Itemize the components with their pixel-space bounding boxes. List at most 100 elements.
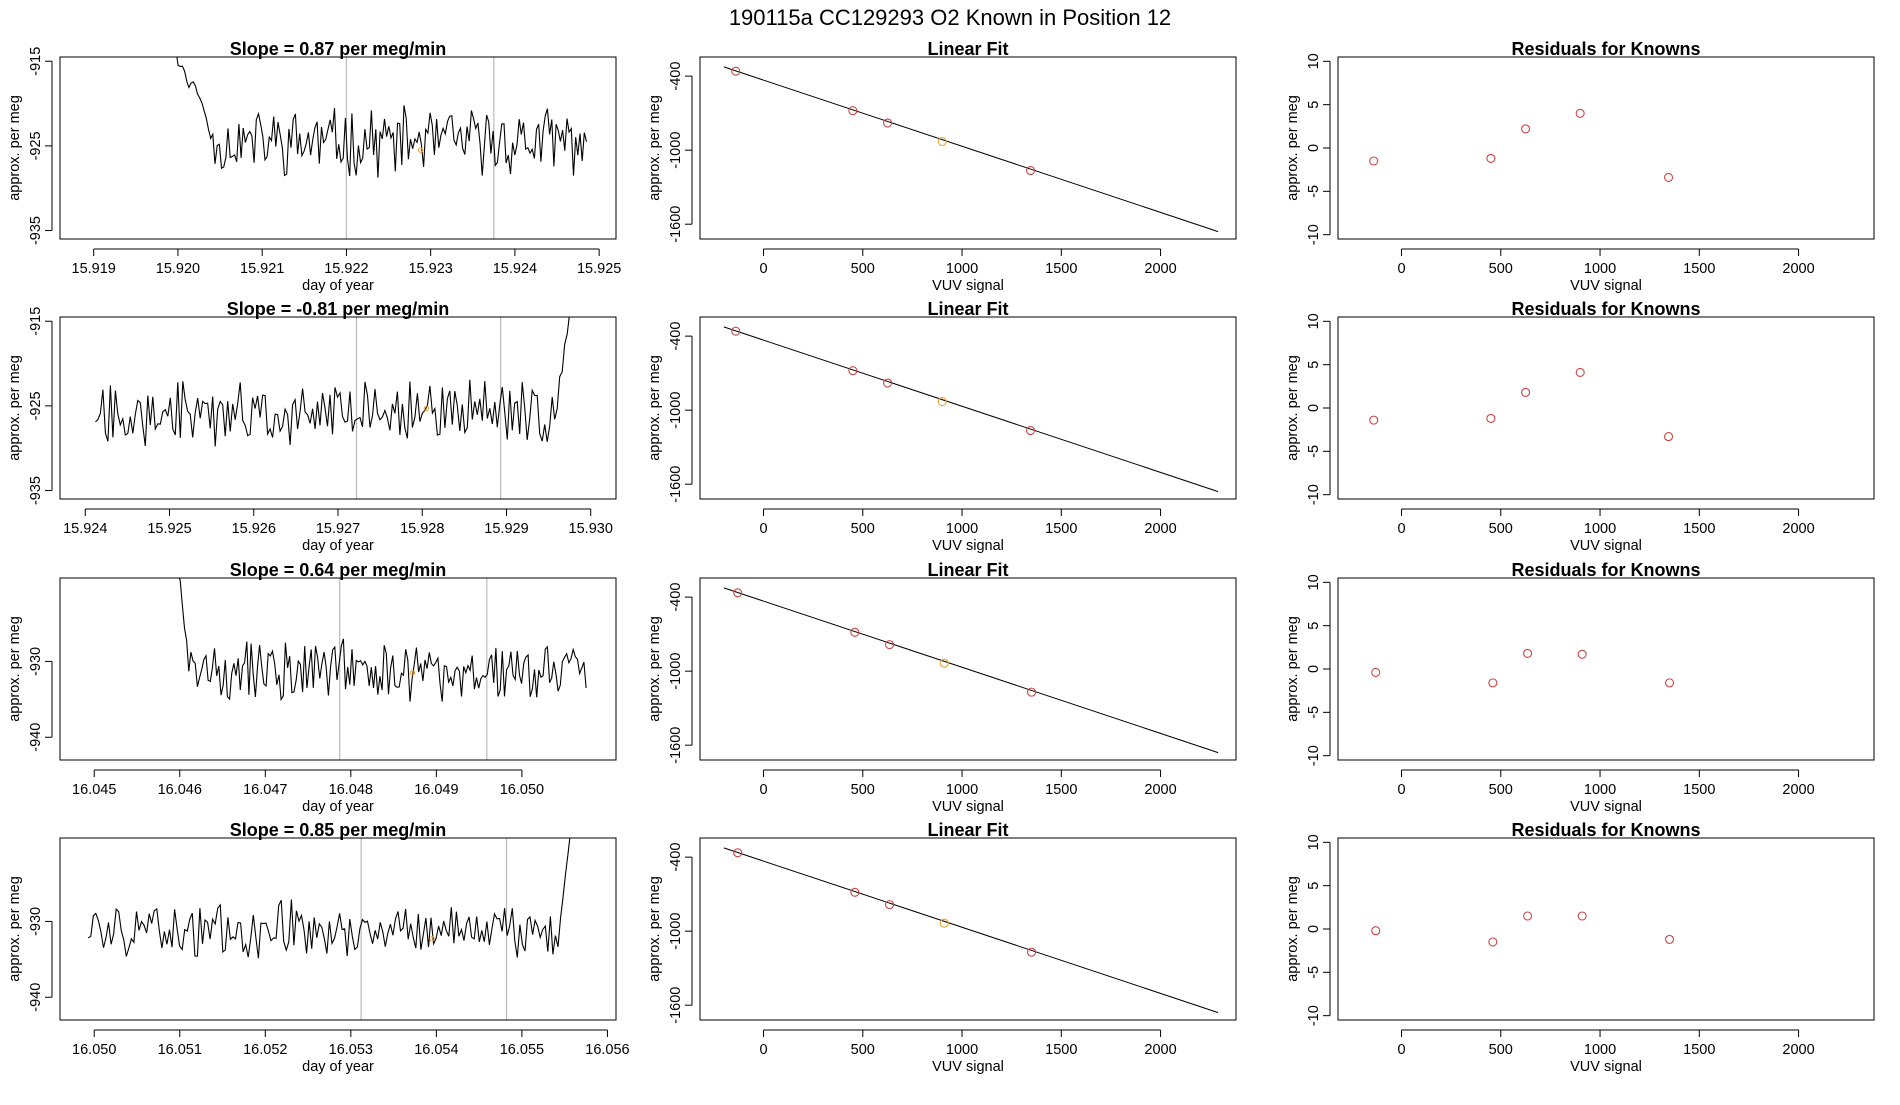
plot-frame <box>699 577 1237 761</box>
plot-data-layer <box>178 578 587 760</box>
x-tick-label: 1000 <box>946 521 978 537</box>
x-tick-label: 16.051 <box>158 1042 202 1058</box>
data-point <box>1025 165 1036 176</box>
panel-title: Residuals for Knowns <box>1511 39 1700 59</box>
x-tick-label: 15.920 <box>156 261 200 277</box>
data-point <box>1486 413 1496 423</box>
plot-data-layer <box>1371 648 1675 688</box>
data-point <box>1663 172 1674 183</box>
data-point <box>848 106 858 116</box>
data-point <box>1369 415 1379 425</box>
data-point <box>1369 156 1379 166</box>
x-tick-label: 2000 <box>1144 521 1176 537</box>
x-axis-label: VUV signal <box>1570 1059 1642 1075</box>
y-tick-label: 10 <box>1306 834 1322 850</box>
highlight-point <box>939 918 949 928</box>
x-tick-label: 16.054 <box>414 1042 458 1058</box>
x-tick-label: 0 <box>1397 261 1405 277</box>
linear-fit-panel-row-4: 0 500 1000 1500 2000 VUV signal -400 -1000 -1600… <box>647 820 1237 1075</box>
data-point <box>1523 648 1533 658</box>
timeseries-line <box>176 57 588 178</box>
timeseries-panel-row-3: 16.045 16.046 16.047 16.048 16.049 16.050 day … <box>7 560 617 815</box>
data-point <box>1371 926 1381 936</box>
x-tick-label: 15.923 <box>408 261 452 277</box>
plot-data-layer <box>95 317 570 499</box>
x-tick-label: 1500 <box>1683 1042 1715 1058</box>
x-tick-label: 15.924 <box>493 261 537 277</box>
x-tick-label: 2000 <box>1144 782 1176 798</box>
linear-fit-panel-row-1: 0 500 1000 1500 2000 VUV signal -400 -1000 -1600… <box>647 39 1237 294</box>
fit-line <box>723 587 1219 754</box>
y-tick-label: -400 <box>668 583 684 612</box>
x-tick-label: 16.045 <box>72 782 116 798</box>
x-tick-label: 16.055 <box>500 1042 544 1058</box>
y-tick-label: -400 <box>668 322 684 351</box>
y-tick-label: 5 <box>1306 101 1322 109</box>
x-tick-label: 1500 <box>1045 782 1077 798</box>
x-tick-label: 1500 <box>1045 1042 1077 1058</box>
x-tick-label: 1500 <box>1683 782 1715 798</box>
y-axis-label: approx. per meg <box>7 616 23 722</box>
x-axis-label: VUV signal <box>932 278 1004 294</box>
residuals-panel-row-1: 0 500 1000 1500 2000 VUV signal 10 5 0 -5 -10 appro… <box>1285 39 1875 294</box>
y-tick-label: 0 <box>1306 665 1322 673</box>
y-tick-label: -400 <box>668 62 684 91</box>
data-point <box>1025 425 1036 436</box>
x-tick-label: 15.924 <box>63 521 107 537</box>
data-point <box>733 588 743 598</box>
x-tick-label: 1000 <box>946 1042 978 1058</box>
x-axis-label: day of year <box>302 1059 374 1075</box>
y-tick-label: -940 <box>28 983 44 1012</box>
plot-frame <box>1337 577 1875 761</box>
y-tick-label: -5 <box>1306 706 1322 719</box>
y-tick-label: -935 <box>28 476 44 505</box>
data-point <box>1575 367 1585 378</box>
y-axis-label: approx. per meg <box>647 616 663 722</box>
x-tick-label: 15.930 <box>569 521 613 537</box>
x-axis-label: day of year <box>302 538 374 554</box>
y-axis-label: approx. per meg <box>7 95 23 201</box>
y-tick-label: -925 <box>28 391 44 420</box>
x-tick-label: 500 <box>1489 521 1513 537</box>
x-tick-label: 16.050 <box>72 1042 116 1058</box>
x-axis-label: VUV signal <box>1570 799 1642 815</box>
highlight-point <box>423 405 430 412</box>
x-tick-label: 1000 <box>1584 1042 1616 1058</box>
y-axis-label: approx. per meg <box>647 876 663 982</box>
data-point <box>1577 649 1587 659</box>
plot-data-layer <box>1369 367 1674 442</box>
x-tick-label: 15.926 <box>232 521 276 537</box>
data-point <box>885 900 895 910</box>
data-point <box>1664 934 1675 944</box>
data-point <box>1026 947 1037 957</box>
panel-title: Slope = 0.64 per meg/min <box>230 560 447 580</box>
x-axis-label: day of year <box>302 799 374 815</box>
y-tick-label: -940 <box>28 723 44 752</box>
plot-data-layer <box>176 57 588 239</box>
data-point <box>1663 432 1674 442</box>
x-tick-label: 1500 <box>1045 261 1077 277</box>
data-point <box>1486 153 1496 163</box>
plot-frame <box>59 577 617 761</box>
highlight-point <box>939 658 949 668</box>
x-axis-label: VUV signal <box>1570 538 1642 554</box>
x-tick-label: 0 <box>1397 521 1405 537</box>
data-point <box>1488 937 1498 947</box>
data-point <box>883 118 893 128</box>
y-axis-label: approx. per meg <box>7 355 23 461</box>
plot-data-layer <box>723 66 1219 233</box>
x-tick-label: 1500 <box>1683 521 1715 537</box>
data-point <box>1521 387 1531 397</box>
x-axis-label: day of year <box>302 278 374 294</box>
data-point <box>850 627 860 637</box>
x-tick-label: 2000 <box>1144 261 1176 277</box>
x-tick-label: 2000 <box>1782 521 1814 537</box>
x-tick-label: 500 <box>851 1042 875 1058</box>
y-tick-label: 5 <box>1306 361 1322 369</box>
residuals-panel-row-2: 0 500 1000 1500 2000 VUV signal 10 5 0 -5 -10 appro… <box>1285 299 1875 554</box>
linear-fit-panel-row-3: 0 500 1000 1500 2000 VUV signal -400 -1000 -1600… <box>647 560 1237 815</box>
x-tick-label: 1000 <box>946 782 978 798</box>
y-tick-label: -915 <box>28 47 44 76</box>
plot-data-layer <box>723 847 1219 1014</box>
